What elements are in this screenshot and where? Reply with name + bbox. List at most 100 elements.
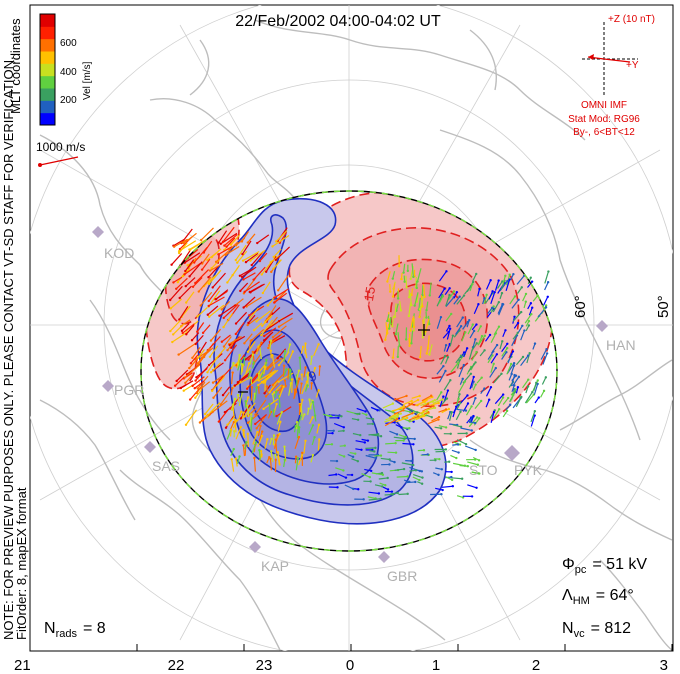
velocity-vector-origin: [275, 240, 278, 243]
velocity-vector-origin: [504, 329, 507, 332]
velocity-vector: [438, 288, 446, 299]
velocity-vector-origin: [264, 270, 268, 273]
velocity-vector: [416, 399, 427, 407]
velocity-vector: [187, 257, 197, 269]
velocity-vector-origin: [394, 451, 398, 454]
velocity-vector-origin: [185, 333, 188, 336]
velocity-vector-origin: [181, 331, 184, 335]
velocity-vector: [522, 293, 527, 302]
velocity-vector: [422, 405, 434, 412]
vector-count: Nvc = 812: [562, 620, 631, 640]
velocity-vector-origin: [329, 414, 332, 418]
velocity-vector: [344, 484, 354, 490]
velocity-vector-origin: [198, 351, 201, 354]
velocity-vector: [223, 313, 233, 328]
velocity-vector-origin: [255, 320, 258, 323]
velocity-vector: [395, 303, 399, 311]
velocity-vector-origin: [461, 377, 464, 381]
velocity-vector-origin: [483, 349, 486, 352]
velocity-vector: [412, 476, 420, 481]
velocity-vector-origin: [246, 323, 249, 327]
velocity-vector: [403, 400, 412, 406]
velocity-vector-origin: [288, 368, 292, 371]
velocity-vector-origin: [228, 407, 232, 410]
velocity-vector: [445, 476, 453, 481]
velocity-vector-origin: [442, 395, 445, 398]
velocity-vector-origin: [386, 476, 389, 480]
contour-label-positive: -15: [360, 285, 378, 306]
velocity-vector: [533, 382, 537, 391]
velocity-vector: [230, 448, 235, 456]
velocity-vector: [533, 383, 539, 395]
velocity-vector-origin: [462, 363, 466, 367]
velocity-vector: [446, 328, 451, 340]
velocity-vector-origin: [350, 473, 354, 477]
velocity-vector-origin: [271, 383, 274, 387]
velocity-vector: [516, 275, 525, 285]
velocity-vector-origin: [536, 379, 539, 382]
velocity-vector-origin: [330, 443, 334, 446]
colorbar-segment: [40, 14, 55, 27]
velocity-vector: [421, 329, 424, 338]
velocity-vector-origin: [248, 290, 251, 294]
velocity-vector-origin: [206, 258, 209, 262]
velocity-vector: [438, 270, 447, 282]
velocity-vector-origin: [209, 371, 213, 374]
velocity-vector-origin: [492, 410, 496, 414]
velocity-vector-origin: [225, 245, 228, 248]
velocity-vector: [448, 291, 455, 301]
velocity-vector-origin: [410, 303, 413, 307]
velocity-vector-origin: [471, 323, 475, 326]
velocity-vector: [310, 356, 313, 365]
velocity-vector: [215, 289, 229, 300]
velocity-vector-origin: [247, 362, 251, 365]
velocity-vector-origin: [188, 398, 192, 401]
velocity-vector-origin: [307, 371, 310, 375]
velocity-vector-origin: [506, 396, 510, 400]
velocity-vector-origin: [505, 351, 508, 354]
velocity-vector: [225, 245, 240, 256]
velocity-vector: [227, 338, 237, 351]
velocity-vector-origin: [410, 459, 413, 463]
velocity-vector-origin: [294, 455, 298, 458]
velocity-vector: [485, 279, 492, 290]
velocity-vector-origin: [211, 381, 215, 384]
velocity-vector: [185, 277, 196, 287]
velocity-vector-origin: [207, 299, 210, 303]
velocity-vector-origin: [463, 464, 467, 467]
velocity-vector: [392, 271, 396, 279]
velocity-vector-origin: [506, 279, 509, 283]
velocity-vector-origin: [388, 458, 391, 461]
velocity-vector-origin: [409, 329, 412, 332]
velocity-vector-origin: [433, 399, 437, 402]
velocity-vector: [408, 302, 412, 317]
velocity-vector-origin: [470, 429, 473, 432]
velocity-vector: [283, 351, 286, 362]
velocity-vector-origin: [418, 308, 422, 311]
velocity-vector: [384, 409, 394, 413]
velocity-vector-origin: [374, 457, 378, 460]
velocity-vector: [203, 275, 217, 287]
velocity-vector-origin: [483, 387, 486, 390]
velocity-vector: [178, 242, 188, 254]
velocity-vector-origin: [298, 403, 302, 407]
velocity-vector-origin: [318, 365, 322, 368]
velocity-vector: [269, 340, 272, 349]
velocity-vector-origin: [201, 331, 205, 335]
velocity-vector-origin: [447, 407, 451, 411]
velocity-vector: [458, 364, 465, 378]
velocity-vector: [497, 303, 503, 314]
velocity-vector: [260, 319, 274, 336]
velocity-vector: [368, 491, 379, 495]
velocity-vector-origin: [459, 325, 463, 328]
velocity-vector-origin: [236, 393, 240, 397]
velocity-vector-origin: [412, 443, 415, 446]
velocity-vector: [405, 275, 408, 288]
velocity-vector: [242, 445, 246, 457]
velocity-vector-origin: [267, 346, 270, 350]
velocity-vector-origin: [255, 427, 258, 430]
velocity-vector: [265, 305, 277, 322]
velocity-vector-origin: [193, 261, 196, 264]
velocity-vector: [276, 412, 283, 425]
velocity-vector: [215, 346, 227, 359]
